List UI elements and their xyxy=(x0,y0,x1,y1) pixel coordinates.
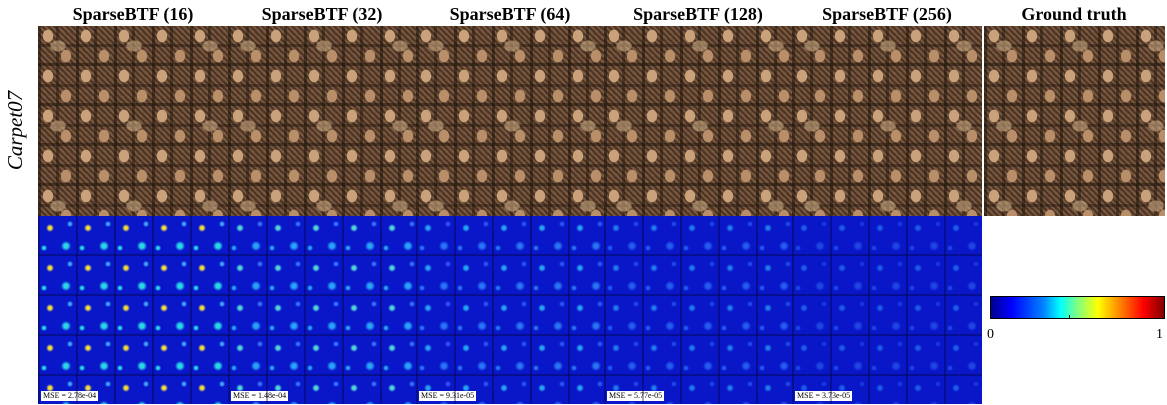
error-map-32: MSE = 1.48e-04 xyxy=(228,216,416,404)
reconstruction-image-256 xyxy=(792,26,982,216)
row-label-text: Carpet07 xyxy=(3,90,28,170)
column-title-ground-truth: Ground truth xyxy=(1021,4,1127,24)
error-map-256: MSE = 3.73e-05 xyxy=(792,216,982,404)
error-map-16: MSE = 2.78e-04 xyxy=(38,216,228,404)
reconstruction-image-32 xyxy=(228,26,416,216)
column-title-sparsebtf-64: SparseBTF (64) xyxy=(449,4,571,24)
reconstruction-image-16 xyxy=(38,26,228,216)
error-colorbar xyxy=(990,296,1165,319)
ground-truth-image xyxy=(984,26,1165,216)
column-title-sparsebtf-256: SparseBTF (256) xyxy=(822,4,952,24)
column-title-sparsebtf-16: SparseBTF (16) xyxy=(72,4,194,24)
row-label: Carpet07 xyxy=(2,60,30,200)
mse-label: MSE = 9.31e-05 xyxy=(419,391,477,401)
error-map-64: MSE = 9.31e-05 xyxy=(416,216,604,404)
mse-label: MSE = 2.78e-04 xyxy=(41,391,99,401)
colorbar-max-label: 1 xyxy=(1156,327,1163,342)
mse-label: MSE = 1.48e-04 xyxy=(231,391,289,401)
error-map-128: MSE = 5.77e-05 xyxy=(604,216,792,404)
reconstruction-image-128 xyxy=(604,26,792,216)
column-title-sparsebtf-128: SparseBTF (128) xyxy=(633,4,763,24)
column-title-sparsebtf-32: SparseBTF (32) xyxy=(261,4,383,24)
colorbar-tick xyxy=(1069,315,1070,319)
colorbar-min-label: 0 xyxy=(987,327,994,342)
mse-label: MSE = 5.77e-05 xyxy=(607,391,665,401)
mse-label: MSE = 3.73e-05 xyxy=(795,391,853,401)
reconstruction-image-64 xyxy=(416,26,604,216)
